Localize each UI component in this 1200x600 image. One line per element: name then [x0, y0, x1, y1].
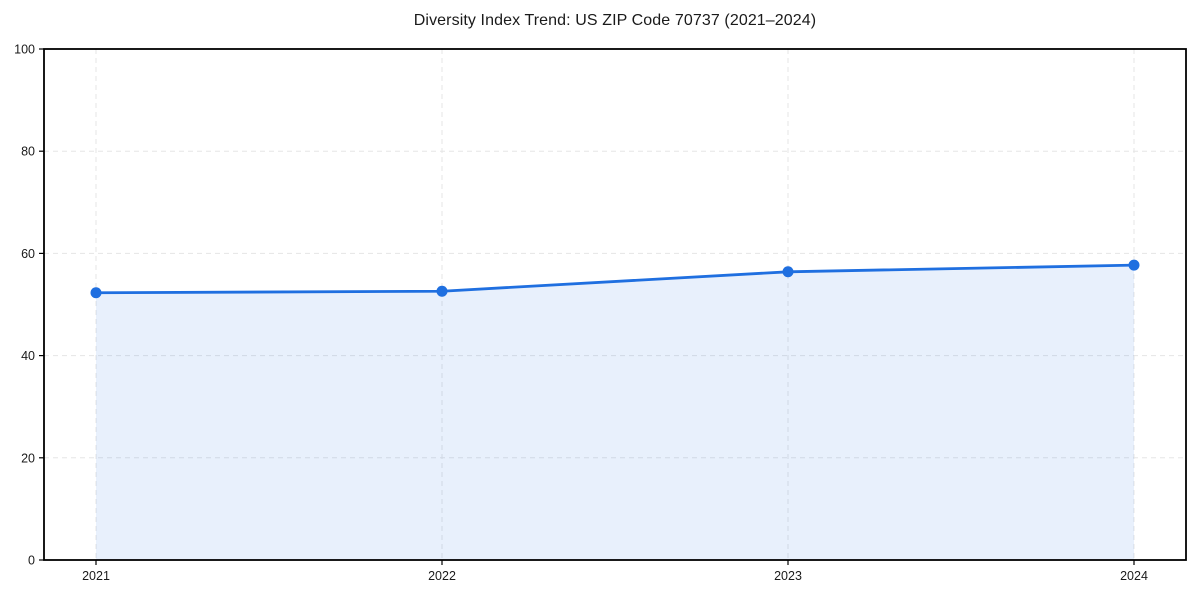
x-axis-tick-label: 2021 — [82, 569, 110, 583]
x-axis-tick-label: 2022 — [428, 569, 456, 583]
area-fill — [96, 265, 1134, 560]
data-point-marker — [782, 266, 794, 278]
x-axis-tick-label: 2023 — [774, 569, 802, 583]
plot-border — [43, 48, 1187, 561]
y-axis-tick-label: 60 — [21, 247, 35, 261]
y-axis-tick-label: 100 — [14, 43, 35, 57]
data-point-marker — [436, 285, 448, 297]
trend-line — [94, 263, 1136, 295]
y-axis-tick-label: 40 — [21, 349, 35, 363]
data-point-marker — [1128, 259, 1140, 271]
x-axis-tick-label: 2024 — [1120, 569, 1148, 583]
chart-title: Diversity Index Trend: US ZIP Code 70737… — [413, 12, 817, 29]
y-axis-tick-label: 0 — [28, 554, 35, 568]
y-axis-tick-label: 80 — [21, 145, 35, 159]
data-point-marker — [90, 287, 102, 299]
y-axis-tick-label: 20 — [21, 451, 35, 465]
